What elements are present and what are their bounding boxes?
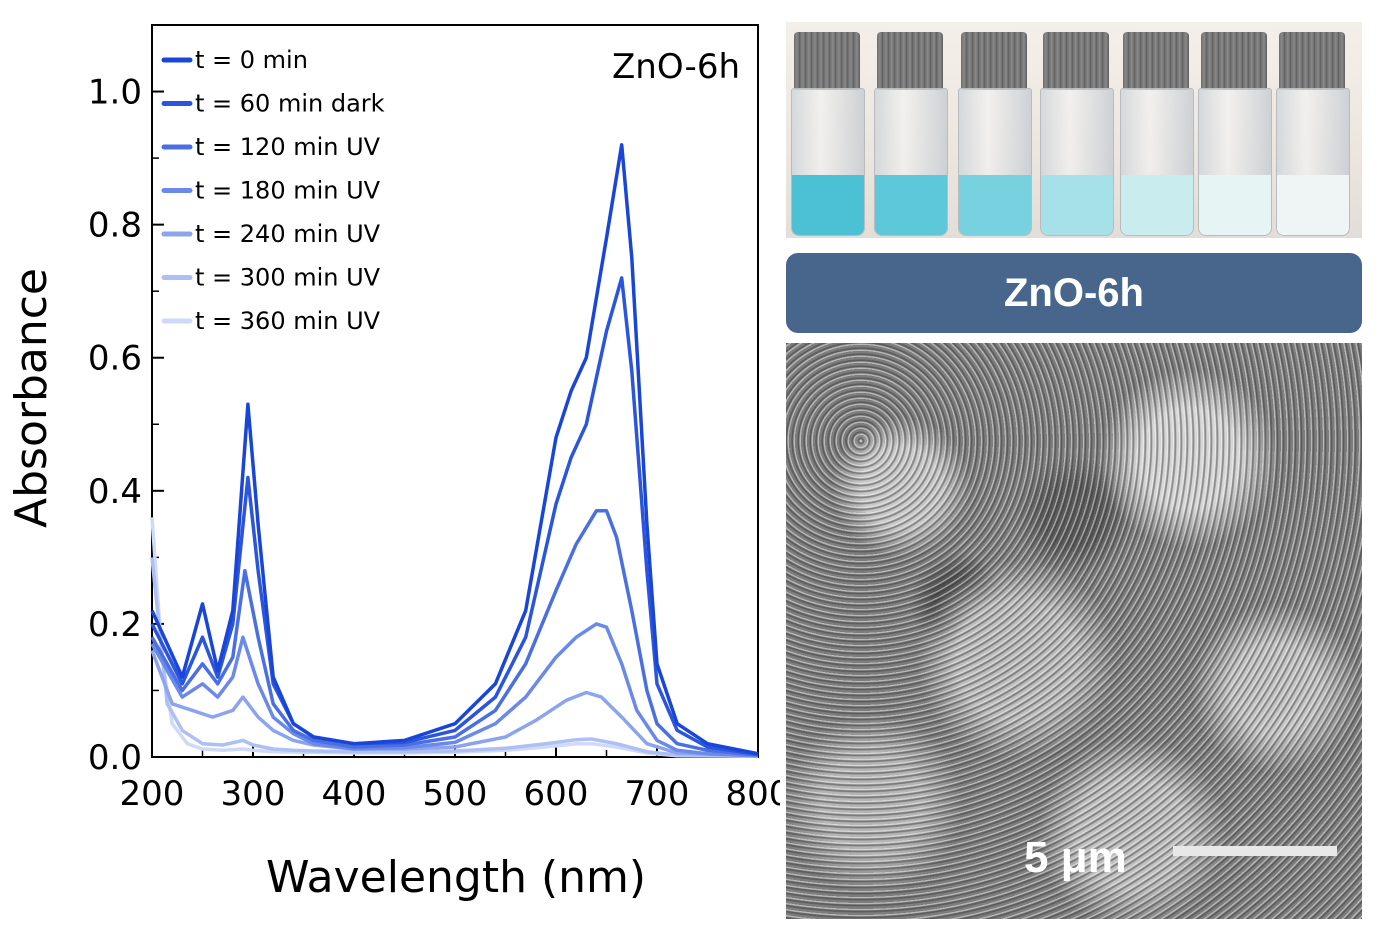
y-tick-label: 0.6 bbox=[88, 339, 142, 379]
vial-liquid bbox=[792, 175, 864, 235]
vial-liquid bbox=[1199, 175, 1271, 235]
vial bbox=[1040, 32, 1114, 237]
x-tick-label: 500 bbox=[423, 774, 488, 814]
legend-label: t = 300 min UV bbox=[195, 264, 381, 292]
y-axis-ticks: 0.0 0.2 0.4 0.6 0.8 1.0 bbox=[88, 24, 164, 778]
vial-glass bbox=[874, 88, 948, 236]
y-tick-label: 0.2 bbox=[88, 605, 142, 645]
y-tick-label: 0.4 bbox=[88, 472, 142, 512]
scale-bar bbox=[1173, 846, 1337, 856]
uv-vis-chart: 200 300 400 500 600 700 800 0.0 0.2 0.4 0.6 0.8 1.0… bbox=[6, 24, 780, 903]
vial-glass bbox=[1276, 88, 1350, 236]
chart-title: ZnO-6h bbox=[612, 47, 740, 87]
series-line bbox=[150, 509, 759, 757]
series-line bbox=[150, 622, 759, 758]
vial-cap bbox=[961, 32, 1027, 90]
vial-liquid bbox=[1041, 175, 1113, 235]
vial-glass bbox=[1040, 88, 1114, 236]
vial-liquid bbox=[1277, 175, 1349, 235]
vial-cap bbox=[877, 32, 943, 90]
vial bbox=[791, 32, 865, 237]
series-line bbox=[150, 276, 759, 757]
y-axis-title: Absorbance bbox=[6, 268, 57, 528]
vial bbox=[1120, 32, 1194, 237]
sem-image: 5 μm bbox=[786, 343, 1362, 919]
vial-glass bbox=[1120, 88, 1194, 236]
vial-cap bbox=[794, 32, 860, 90]
legend-label: t = 0 min bbox=[195, 46, 308, 74]
sample-banner: ZnO-6h bbox=[786, 253, 1362, 333]
vial-liquid bbox=[959, 175, 1031, 235]
y-tick-label: 1.0 bbox=[88, 73, 142, 113]
legend: t = 0 min t = 60 min dark t = 120 min UV t … bbox=[161, 46, 385, 335]
vial bbox=[874, 32, 948, 237]
legend-label: t = 60 min dark bbox=[195, 90, 385, 118]
legend-label: t = 120 min UV bbox=[195, 133, 381, 161]
x-tick-label: 200 bbox=[120, 774, 185, 814]
x-axis-ticks: 200 300 400 500 600 700 800 bbox=[120, 745, 780, 814]
y-tick-label: 0.0 bbox=[88, 738, 142, 778]
scale-bar-label: 5 μm bbox=[1024, 833, 1127, 882]
vial-glass bbox=[791, 88, 865, 236]
legend-label: t = 180 min UV bbox=[195, 177, 381, 205]
vial-glass bbox=[958, 88, 1032, 236]
vial-liquid bbox=[1121, 175, 1193, 235]
vial-cap bbox=[1201, 32, 1267, 90]
sem-texture bbox=[786, 343, 1362, 919]
vial bbox=[1198, 32, 1272, 237]
vials-photo bbox=[786, 22, 1362, 238]
x-tick-label: 300 bbox=[221, 774, 286, 814]
legend-label: t = 240 min UV bbox=[195, 220, 381, 248]
y-tick-label: 0.8 bbox=[88, 206, 142, 246]
vial bbox=[1276, 32, 1350, 237]
series-lines bbox=[150, 143, 759, 759]
series-line bbox=[150, 557, 759, 759]
legend-label: t = 360 min UV bbox=[195, 307, 381, 335]
x-tick-label: 400 bbox=[322, 774, 387, 814]
vial-cap bbox=[1123, 32, 1189, 90]
x-tick-label: 800 bbox=[726, 774, 780, 814]
vial-glass bbox=[1198, 88, 1272, 236]
vial-liquid bbox=[875, 175, 947, 235]
x-tick-label: 700 bbox=[625, 774, 690, 814]
x-axis-title: Wavelength (nm) bbox=[266, 852, 646, 903]
x-tick-label: 600 bbox=[524, 774, 589, 814]
banner-label: ZnO-6h bbox=[1004, 270, 1144, 315]
series-line bbox=[150, 143, 759, 756]
vial bbox=[958, 32, 1032, 237]
vial-cap bbox=[1043, 32, 1109, 90]
vial-cap bbox=[1279, 32, 1345, 90]
